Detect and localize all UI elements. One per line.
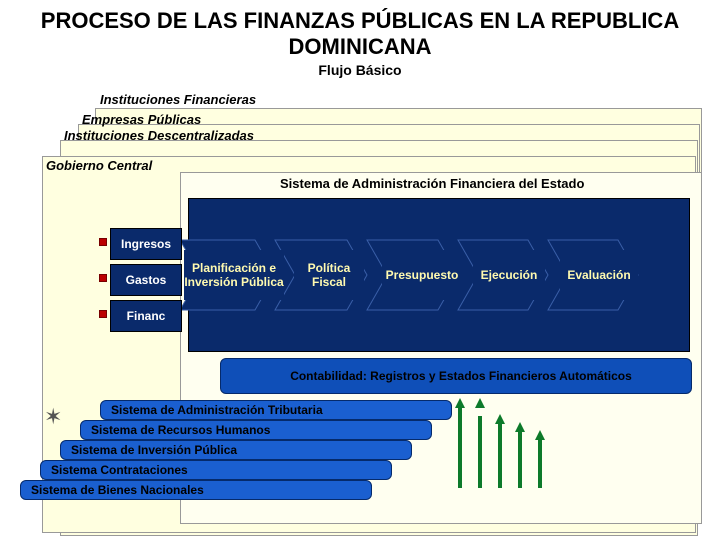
bullet-icon xyxy=(99,274,107,282)
green-arrows xyxy=(450,398,570,498)
arrow-stem xyxy=(498,424,502,488)
band-contrataciones: Sistema Contrataciones xyxy=(40,460,392,480)
band-contrataciones-label: Sistema Contrataciones xyxy=(51,463,188,477)
box-gastos: Gastos xyxy=(110,264,182,296)
chevron-ejecucion: Ejecución xyxy=(473,250,545,300)
chevron-evaluacion: Evaluación xyxy=(560,250,638,300)
arrow-stem xyxy=(458,408,462,488)
arrow-stem xyxy=(538,440,542,488)
band-inversion-label: Sistema de Inversión Pública xyxy=(71,443,237,457)
band-bienes-nacionales: Sistema de Bienes Nacionales xyxy=(20,480,372,500)
arrow-up-icon xyxy=(455,398,465,408)
band-tributaria-label: Sistema de Administración Tributaria xyxy=(111,403,323,417)
arrow-up-icon xyxy=(475,398,485,408)
band-contabilidad: Contabilidad: Registros y Estados Financ… xyxy=(220,358,692,394)
arrow-stem xyxy=(518,432,522,488)
chevron-politica-fiscal: Política Fiscal xyxy=(294,250,364,300)
chevron-planificacion: Planificación e Inversión Pública xyxy=(184,250,284,300)
arrow-up-icon xyxy=(495,414,505,424)
chevron-presupuesto: Presupuesto xyxy=(382,250,462,300)
band-rrhh-label: Sistema de Recursos Humanos xyxy=(91,423,270,437)
bullet-icon xyxy=(99,310,107,318)
arrow-up-icon xyxy=(515,422,525,432)
arrow-stem xyxy=(478,416,482,488)
box-ingresos: Ingresos xyxy=(110,228,182,260)
arrow-up-icon xyxy=(535,430,545,440)
box-financiamiento: Financ xyxy=(110,300,182,332)
band-bienes-nacionales-label: Sistema de Bienes Nacionales xyxy=(31,483,204,497)
bullet-icon xyxy=(99,238,107,246)
band-tributaria: Sistema de Administración Tributaria xyxy=(100,400,452,420)
deco-star-icon: ✶ xyxy=(44,404,62,430)
band-inversion: Sistema de Inversión Pública xyxy=(60,440,412,460)
band-contabilidad-label: Contabilidad: Registros y Estados Financ… xyxy=(290,369,632,383)
band-rrhh: Sistema de Recursos Humanos xyxy=(80,420,432,440)
